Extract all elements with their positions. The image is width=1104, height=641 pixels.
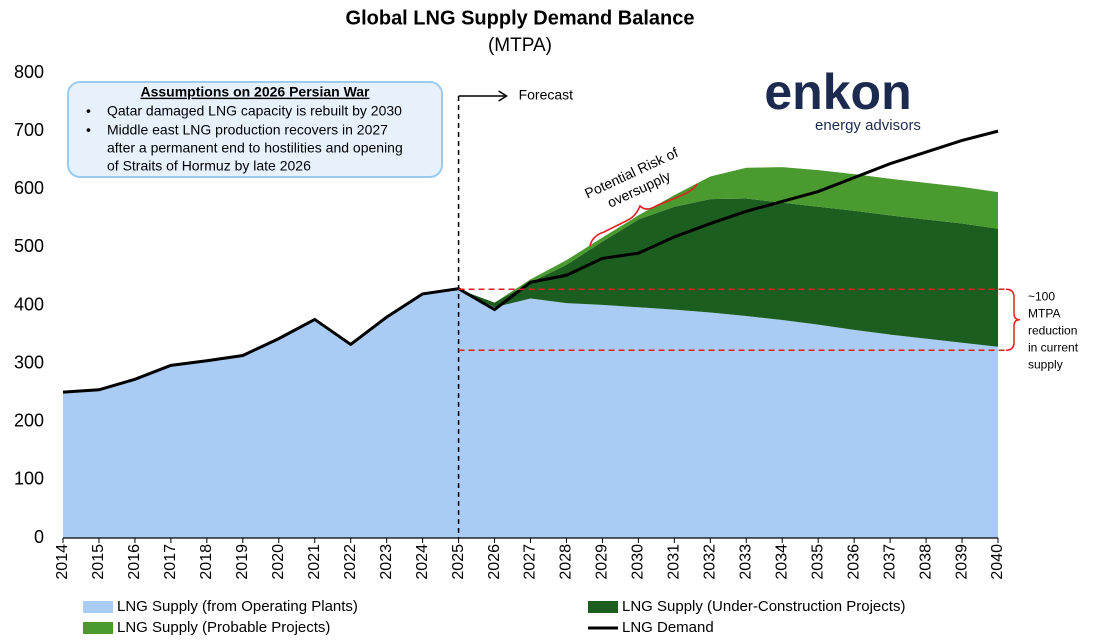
area [458,198,999,347]
x-tick-label: 2016 [126,544,143,580]
legend: LNG Supply (from Operating Plants) LNG Su… [83,598,905,636]
logo-tagline: energy advisors [815,117,921,134]
reduction-text: in current [1028,340,1079,354]
bullet-text: Qatar damaged LNG capacity is rebuilt by… [107,103,402,119]
x-tick-label: 2033 [737,544,754,580]
x-tick-label: 2027 [522,544,539,580]
legend-swatch [83,601,113,613]
bullet-text: after a permanent end to hostilities and… [107,140,403,156]
x-tick-label: 2015 [90,544,107,580]
x-tick-label: 2030 [630,544,647,580]
box-title: Assumptions on 2026 Persian War [141,84,371,100]
logo-name: enkon [764,64,911,120]
x-tick-label: 2020 [270,544,287,580]
x-tick-label: 2019 [234,544,251,580]
x-tick-label: 2031 [666,544,683,580]
reduction-text: reduction [1028,323,1077,337]
reduction-text: MTPA [1028,306,1060,320]
x-tick-label: 2022 [342,544,359,580]
x-tick-label: 2039 [953,544,970,580]
x-tick-label: 2024 [414,544,431,580]
x-tick-label: 2017 [162,544,179,580]
x-tick-label: 2035 [809,544,826,580]
x-tick-label: 2036 [845,544,862,580]
x-tick-label: 2023 [378,544,395,580]
y-tick-label: 400 [14,294,44,314]
assumption-box: Assumptions on 2026 Persian War • Qatar … [67,81,443,178]
y-tick-label: 200 [14,411,44,431]
x-tick-label: 2025 [450,544,467,580]
legend-label: LNG Supply (Under-Construction Projects) [622,598,905,615]
x-tick-label: 2021 [306,544,323,580]
line [62,129,999,394]
chart-title: Global LNG Supply Demand Balance [346,7,695,29]
x-tick-label: 2018 [198,544,215,580]
bullet: • [86,103,91,119]
logo: enkon energy advisors [764,64,921,134]
x-tick-label: 2014 [54,544,71,580]
plot-area: 0 100 200 300 400 500 600 700 800 2014 2015 2016 201… [14,62,1079,580]
y-tick-label: 700 [14,120,44,140]
x-tick-label: 2029 [594,544,611,580]
y-tick-label: 800 [14,62,44,82]
forecast-arrow [458,90,508,102]
x-tick-label: 2026 [486,544,503,580]
x-tick-label: 2032 [702,544,719,580]
reduction-text: supply [1028,357,1063,371]
y-tick-label: 600 [14,178,44,198]
x-tick-label: 2038 [917,544,934,580]
y-tick-label: 0 [34,527,44,547]
area [458,167,999,303]
y-tick-label: 500 [14,236,44,256]
legend-swatch [83,622,113,634]
bullet: • [86,122,91,138]
x-tick-label: 2040 [989,544,1006,580]
box-frame [67,81,443,178]
brace [589,183,698,247]
legend-label: LNG Supply (from Operating Plants) [117,598,358,615]
legend-label: LNG Demand [622,619,714,636]
x-tick-label: 2034 [773,544,790,580]
chart-subtitle: (MTPA) [488,35,552,56]
x-tick-label: 2028 [558,544,575,580]
bullet-text: of Straits of Hormuz by late 2026 [107,158,311,174]
y-tick-label: 100 [14,469,44,489]
bracket [1005,288,1021,352]
forecast-label: Forecast [519,87,574,103]
area [63,289,998,538]
bullet-text: Middle east LNG production recovers in 2… [107,122,388,138]
y-tick-label: 300 [14,352,44,372]
legend-label: LNG Supply (Probable Projects) [117,619,330,636]
x-tick-label: 2037 [881,544,898,580]
reduction-text: ~100 [1028,289,1055,303]
legend-swatch [588,601,618,613]
